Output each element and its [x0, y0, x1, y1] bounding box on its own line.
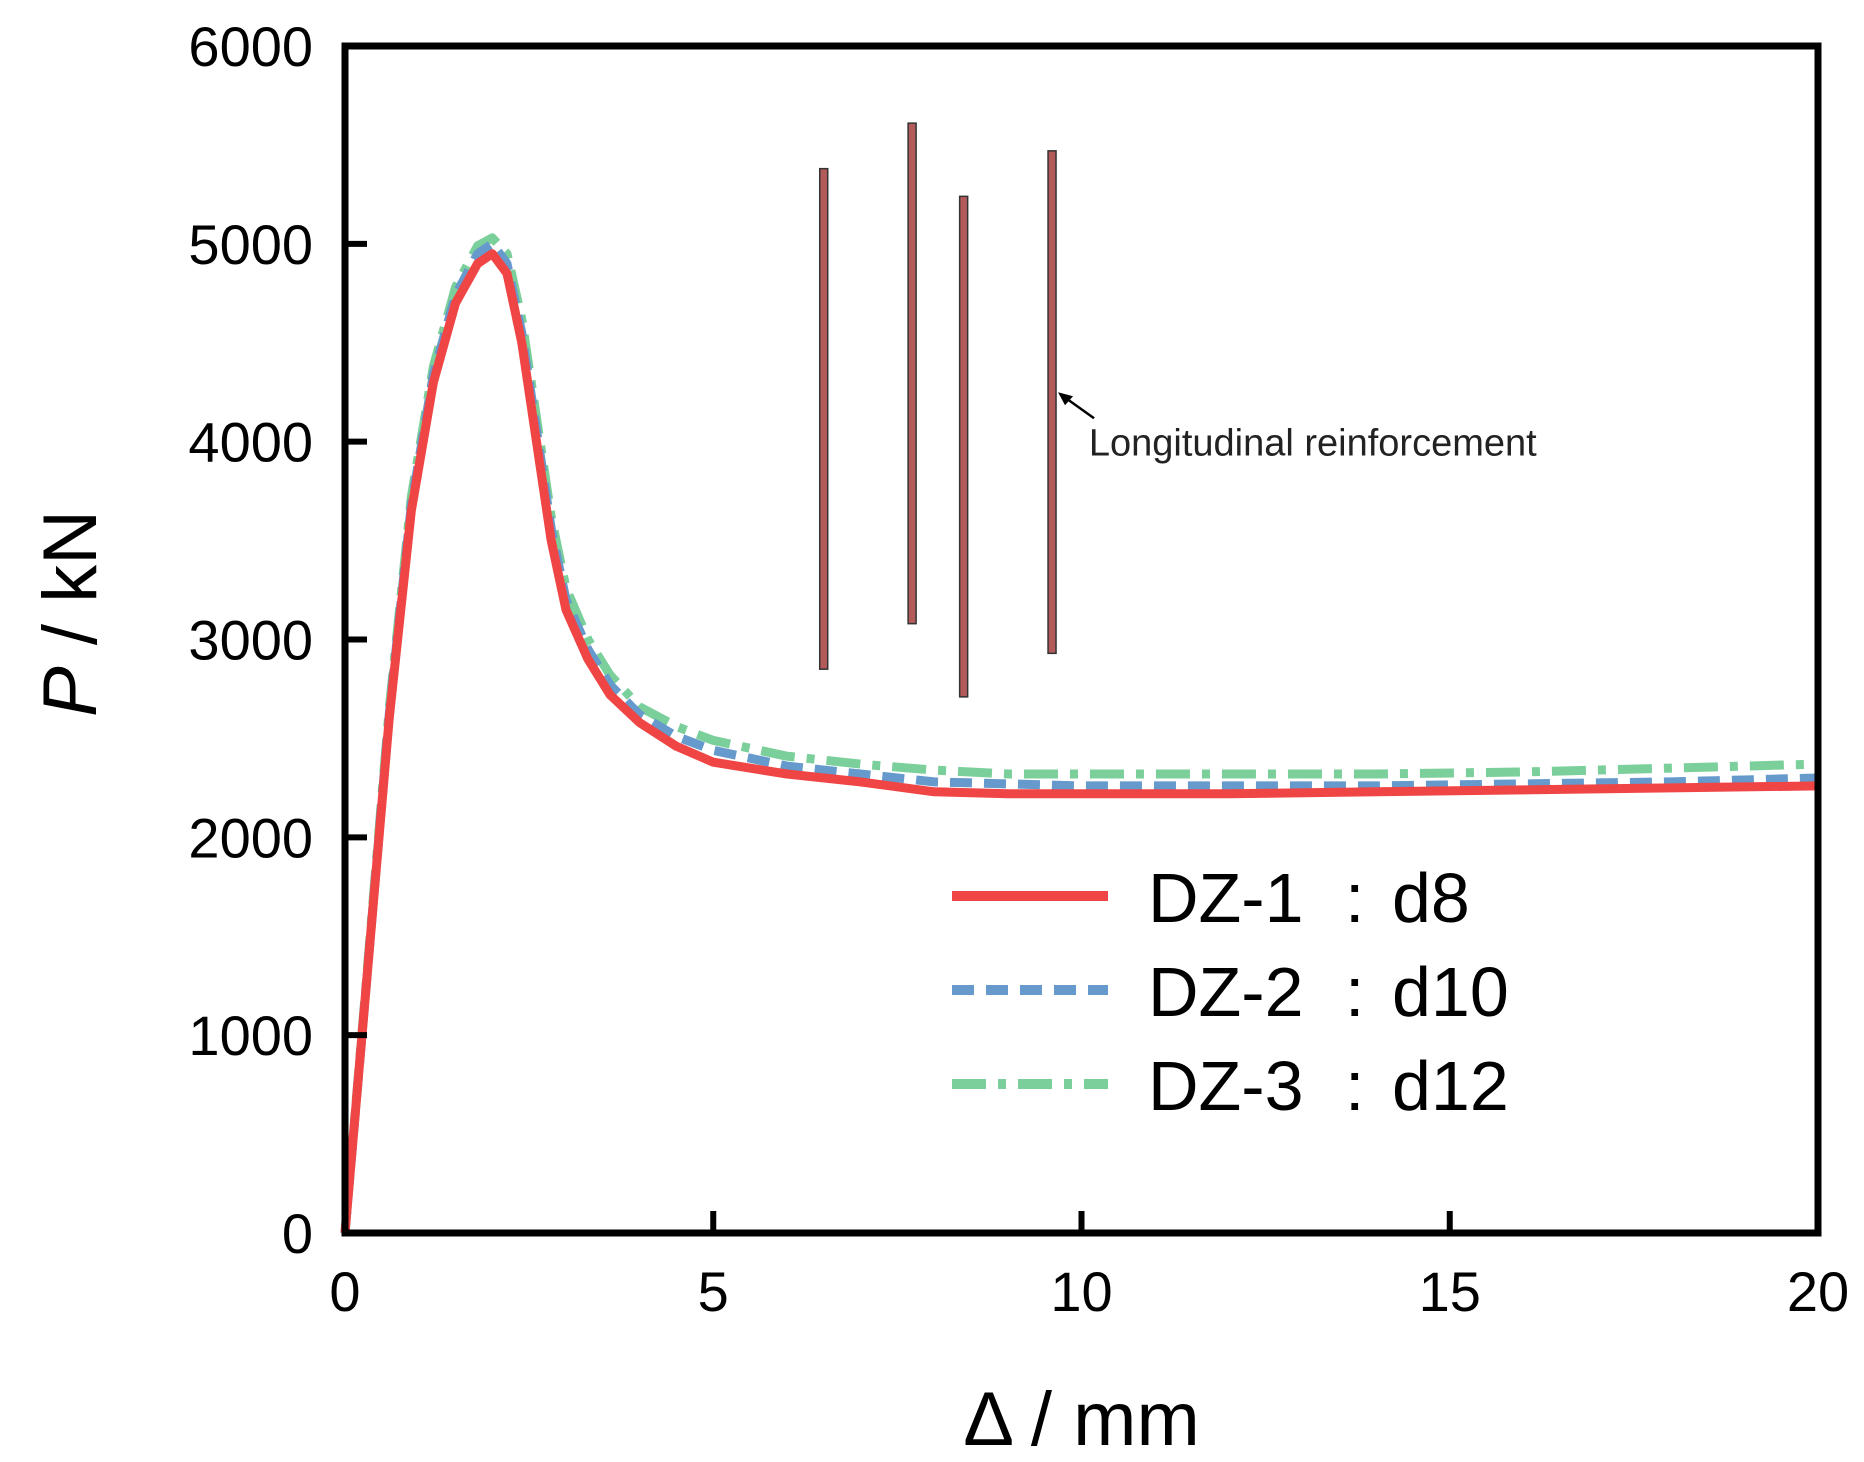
x-tick-label: 20 — [1787, 1260, 1849, 1323]
legend-series-name: DZ-2 — [1148, 953, 1304, 1031]
legend: DZ-1: d8 DZ-2: d10 DZ-3: d12 — [952, 859, 1509, 1125]
y-tick-label: 1000 — [188, 1004, 313, 1067]
legend-series-suffix: d10 — [1392, 953, 1509, 1031]
legend-series-name: DZ-3 — [1148, 1047, 1304, 1125]
x-tick-label: 15 — [1419, 1260, 1481, 1323]
series-line-dz-3 — [340, 233, 1819, 1234]
legend-series-suffix: d8 — [1392, 859, 1470, 937]
legend-separator: : — [1345, 953, 1364, 1031]
reinforcement-bar-2 — [907, 122, 917, 625]
y-tick-label: 5000 — [188, 213, 313, 276]
series-line-dz-1 — [340, 249, 1819, 1234]
x-tick-label: 0 — [329, 1260, 360, 1323]
reinforcement-bar-1 — [818, 167, 829, 670]
y-tick-label: 6000 — [188, 15, 313, 78]
reinforcement-bar-4 — [1047, 150, 1057, 655]
legend-series-name: DZ-1 — [1148, 859, 1304, 937]
series-line-dz-2 — [340, 239, 1819, 1234]
annotation-label: Longitudinal reinforcement — [1089, 423, 1537, 465]
plot-frame — [341, 42, 1822, 1237]
x-tick-label: 10 — [1050, 1260, 1112, 1323]
annotation: Longitudinal reinforcement — [1058, 392, 1537, 465]
y-axis-title-unit: / kN — [28, 510, 113, 666]
legend-series-suffix: d12 — [1392, 1047, 1509, 1125]
y-tick-label: 4000 — [188, 411, 313, 474]
y-tick-label: 0 — [282, 1202, 313, 1265]
legend-separator: : — [1345, 859, 1364, 937]
axis-ticks: 0 5 10 15 20 0 1000 2000 3000 4000 5000 6000 — [188, 15, 1849, 1323]
series-group — [340, 233, 1819, 1234]
reinforcement-bar-3 — [958, 195, 969, 698]
annotation-arrow-head — [1058, 392, 1074, 406]
y-axis-title-symbol: P — [28, 666, 113, 717]
x-tick-label: 5 — [698, 1260, 729, 1323]
y-tick-label: 2000 — [188, 806, 313, 869]
y-tick-label: 3000 — [188, 609, 313, 672]
y-axis-title: P / kN — [28, 510, 113, 717]
annotation-arrow-line — [1065, 397, 1095, 420]
legend-separator: : — [1345, 1047, 1364, 1125]
annotation-bars — [818, 122, 1057, 698]
x-axis-title: Δ / mm — [963, 1377, 1200, 1462]
